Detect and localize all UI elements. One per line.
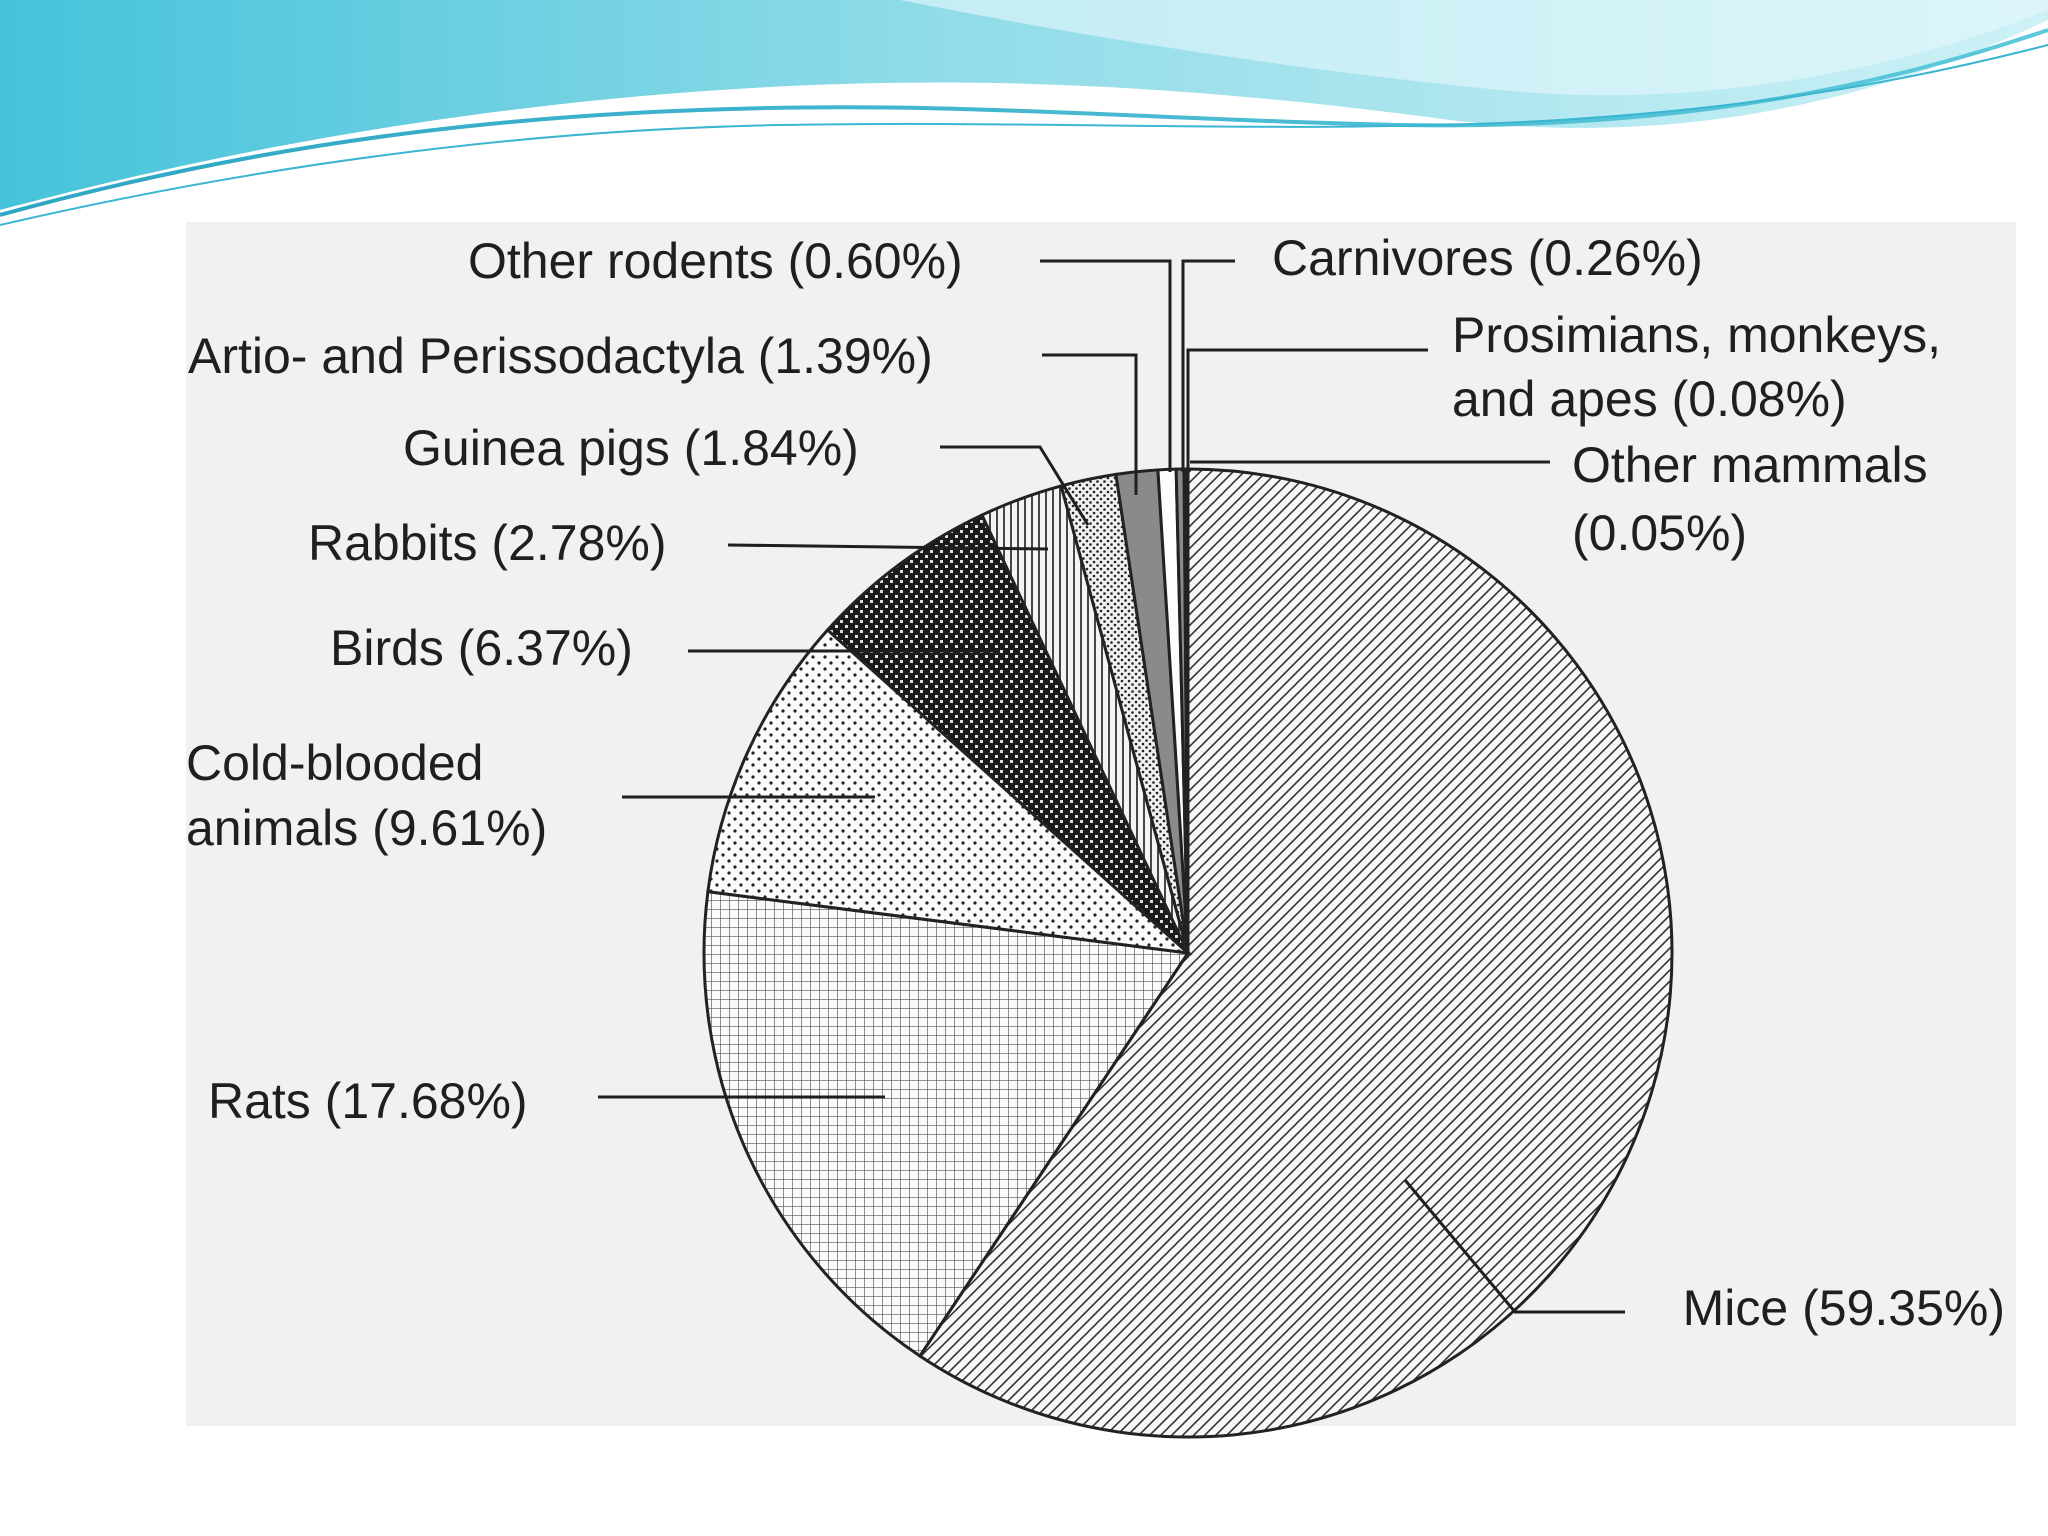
leader-line-carnivores [1181,259,1235,472]
leader-line-prosimians-monkeys-and-apes [1186,348,1428,468]
leader-line-guinea-pigs [940,445,1090,526]
pie-slice-mice [917,467,1674,1439]
slice-label-line: animals (9.61%) [186,800,547,856]
slice-label-line: Cold-blooded [186,735,483,791]
slice-label-line: Artio- and Perissodactyla (1.39%) [188,328,933,384]
slice-label-rats: Rats (17.68%) [208,1073,528,1129]
slice-label-carnivores: Carnivores (0.26%) [1272,230,1703,286]
slice-label-line: Birds (6.37%) [330,620,633,676]
leader-line-mice [1403,1179,1625,1314]
pie-slice-rats [702,889,1191,1359]
slice-label-line: Other mammals [1572,437,1928,493]
slice-label-cold-blooded-animals: Cold-blooded animals (9.61%) [186,735,547,856]
slice-label-prosimians-monkeys-and-apes: Prosimians, monkeys, and apes (0.08%) [1452,307,1941,427]
slice-label-line: and apes (0.08%) [1452,371,1847,427]
leader-line-rabbits [727,543,1049,551]
leader-line-artio-and-perissodactyla [1042,353,1138,495]
slice-label-line: Rabbits (2.78%) [308,515,667,571]
slice-label-other-mammals: Other mammals (0.05%) [1572,437,1928,561]
pie-slice-cold-blooded-animals [706,627,1193,956]
slice-label-line: (0.05%) [1572,505,1747,561]
leader-line-other-rodents [1040,259,1172,472]
slice-label-guinea-pigs: Guinea pigs (1.84%) [403,420,859,476]
slice-label-line: Rats (17.68%) [208,1073,528,1129]
slice-label-artio-and-perissodactyla: Artio- and Perissodactyla (1.39%) [188,328,933,384]
slice-labels: Mice (59.35%) Rats (17.68%) Cold-blooded an… [186,230,2005,1336]
slice-label-line: Mice (59.35%) [1683,1280,2005,1336]
pie-slices [702,467,1674,1439]
pie-slice-other-mammals [1184,467,1190,954]
slice-label-line: Guinea pigs (1.84%) [403,420,859,476]
slide-header-wave [0,0,2048,226]
slice-label-line: Prosimians, monkeys, [1452,307,1941,363]
slice-label-line: Other rodents (0.60%) [468,233,963,289]
slice-label-line: Carnivores (0.26%) [1272,230,1703,286]
slice-label-other-rodents: Other rodents (0.60%) [468,233,963,289]
slice-label-birds: Birds (6.37%) [330,620,633,676]
slice-label-rabbits: Rabbits (2.78%) [308,515,667,571]
slice-label-mice: Mice (59.35%) [1683,1280,2005,1336]
leader-lines [598,259,1625,1314]
pie-slice-birds [825,513,1190,955]
